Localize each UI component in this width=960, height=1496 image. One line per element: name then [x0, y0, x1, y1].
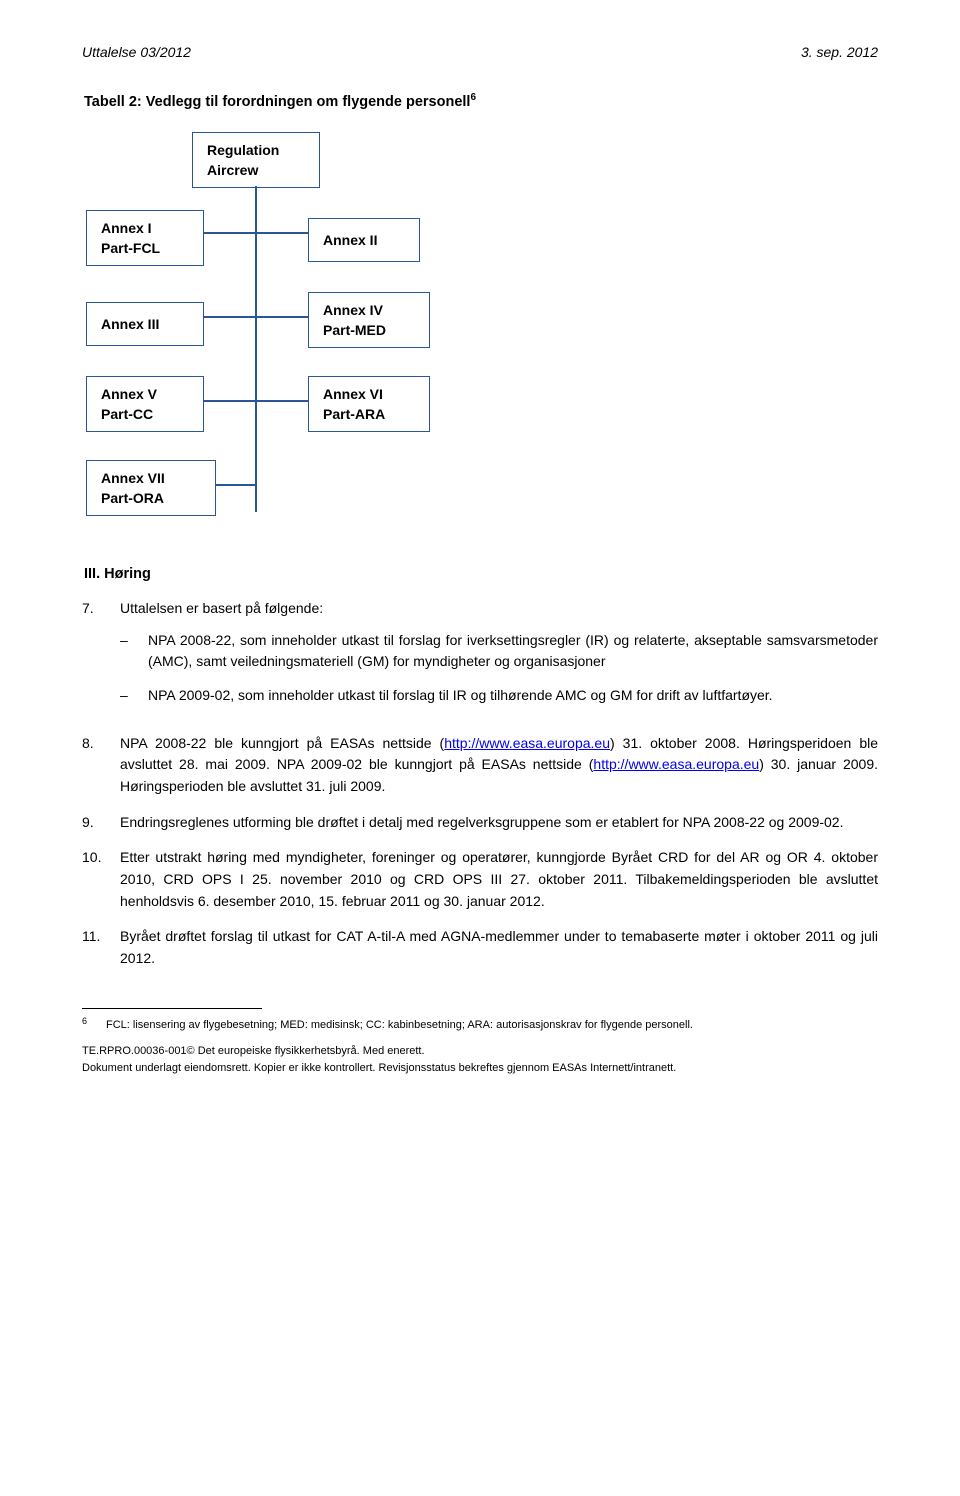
para-number: 8. [82, 733, 120, 798]
node-line1: Annex VII [101, 468, 201, 488]
list-item: – NPA 2008-22, som inneholder utkast til… [120, 630, 878, 673]
footer-line-1: TE.RPRO.00036-001© Det europeiske flysik… [82, 1043, 878, 1060]
para-body: Uttalelsen er basert på følgende: – NPA … [120, 598, 878, 719]
para-lead: Uttalelsen er basert på følgende: [120, 600, 323, 616]
node-annex-iv: Annex IV Part-MED [308, 292, 430, 349]
page-header: Uttalelse 03/2012 3. sep. 2012 [82, 44, 878, 60]
node-line2: Part-FCL [101, 238, 189, 258]
para-body: NPA 2008-22 ble kunngjort på EASAs netts… [120, 733, 878, 798]
node-annex-vii: Annex VII Part-ORA [86, 460, 216, 517]
node-line2: Part-ARA [323, 404, 415, 424]
node-line2: Part-CC [101, 404, 189, 424]
easa-link-2[interactable]: http://www.easa.europa.eu [593, 756, 759, 772]
header-right: 3. sep. 2012 [801, 44, 878, 60]
list-item: – NPA 2009-02, som inneholder utkast til… [120, 685, 878, 707]
paragraph-7: 7. Uttalelsen er basert på følgende: – N… [82, 598, 878, 719]
annex-diagram: Regulation Aircrew Annex I Part-FCL Anne… [86, 132, 878, 532]
connector-r3-left [204, 400, 256, 402]
para-number: 7. [82, 598, 120, 719]
footnote-separator [82, 1008, 262, 1009]
node-line1: Annex II [323, 230, 405, 250]
connector-r2-left [204, 316, 256, 318]
connector-r2-right [256, 316, 308, 318]
node-regulation-aircrew: Regulation Aircrew [192, 132, 320, 189]
node-line2: Part-MED [323, 320, 415, 340]
connector-r1-right [256, 232, 308, 234]
table-title-text: Tabell 2: Vedlegg til forordningen om fl… [84, 94, 470, 110]
node-line1: Annex I [101, 218, 189, 238]
node-line2: Aircrew [207, 160, 305, 180]
node-annex-v: Annex V Part-CC [86, 376, 204, 433]
connector-trunk [255, 186, 257, 512]
node-line1: Regulation [207, 140, 305, 160]
page-footer: TE.RPRO.00036-001© Det europeiske flysik… [82, 1043, 878, 1076]
footer-line-2: Dokument underlagt eiendomsrett. Kopier … [82, 1060, 878, 1077]
node-line1: Annex V [101, 384, 189, 404]
connector-r4-left [216, 484, 256, 486]
footnote-text: FCL: lisensering av flygebesetning; MED:… [106, 1017, 878, 1034]
list-item-text: NPA 2009-02, som inneholder utkast til f… [148, 685, 878, 707]
header-left: Uttalelse 03/2012 [82, 44, 191, 60]
para-number: 10. [82, 847, 120, 912]
node-line1: Annex VI [323, 384, 415, 404]
para-number: 11. [82, 926, 120, 969]
node-line1: Annex III [101, 314, 189, 334]
para-body: Endringsreglenes utforming ble drøftet i… [120, 812, 878, 834]
node-annex-vi: Annex VI Part-ARA [308, 376, 430, 433]
connector-r1-left [204, 232, 256, 234]
dash-marker: – [120, 685, 148, 707]
node-line2: Part-ORA [101, 488, 201, 508]
p8-part0: NPA 2008-22 ble kunngjort på EASAs netts… [120, 735, 444, 751]
table-title-superscript: 6 [470, 92, 476, 103]
dash-marker: – [120, 630, 148, 673]
table-title: Tabell 2: Vedlegg til forordningen om fl… [84, 92, 878, 110]
list-item-text: NPA 2008-22, som inneholder utkast til f… [148, 630, 878, 673]
node-line1: Annex IV [323, 300, 415, 320]
paragraph-8: 8. NPA 2008-22 ble kunngjort på EASAs ne… [82, 733, 878, 798]
connector-r3-right [256, 400, 308, 402]
node-annex-ii: Annex II [308, 218, 420, 262]
paragraph-9: 9. Endringsreglenes utforming ble drøfte… [82, 812, 878, 834]
easa-link-1[interactable]: http://www.easa.europa.eu [444, 735, 610, 751]
footnote-6: 6 FCL: lisensering av flygebesetning; ME… [82, 1017, 878, 1034]
dash-list: – NPA 2008-22, som inneholder utkast til… [120, 630, 878, 707]
paragraph-10: 10. Etter utstrakt høring med myndighete… [82, 847, 878, 912]
para-number: 9. [82, 812, 120, 834]
node-annex-iii: Annex III [86, 302, 204, 346]
para-body: Byrået drøftet forslag til utkast for CA… [120, 926, 878, 969]
node-annex-i: Annex I Part-FCL [86, 210, 204, 267]
footnote-number: 6 [82, 1015, 106, 1032]
section-heading: III. Høring [84, 566, 878, 582]
para-body: Etter utstrakt høring med myndigheter, f… [120, 847, 878, 912]
paragraph-11: 11. Byrået drøftet forslag til utkast fo… [82, 926, 878, 969]
